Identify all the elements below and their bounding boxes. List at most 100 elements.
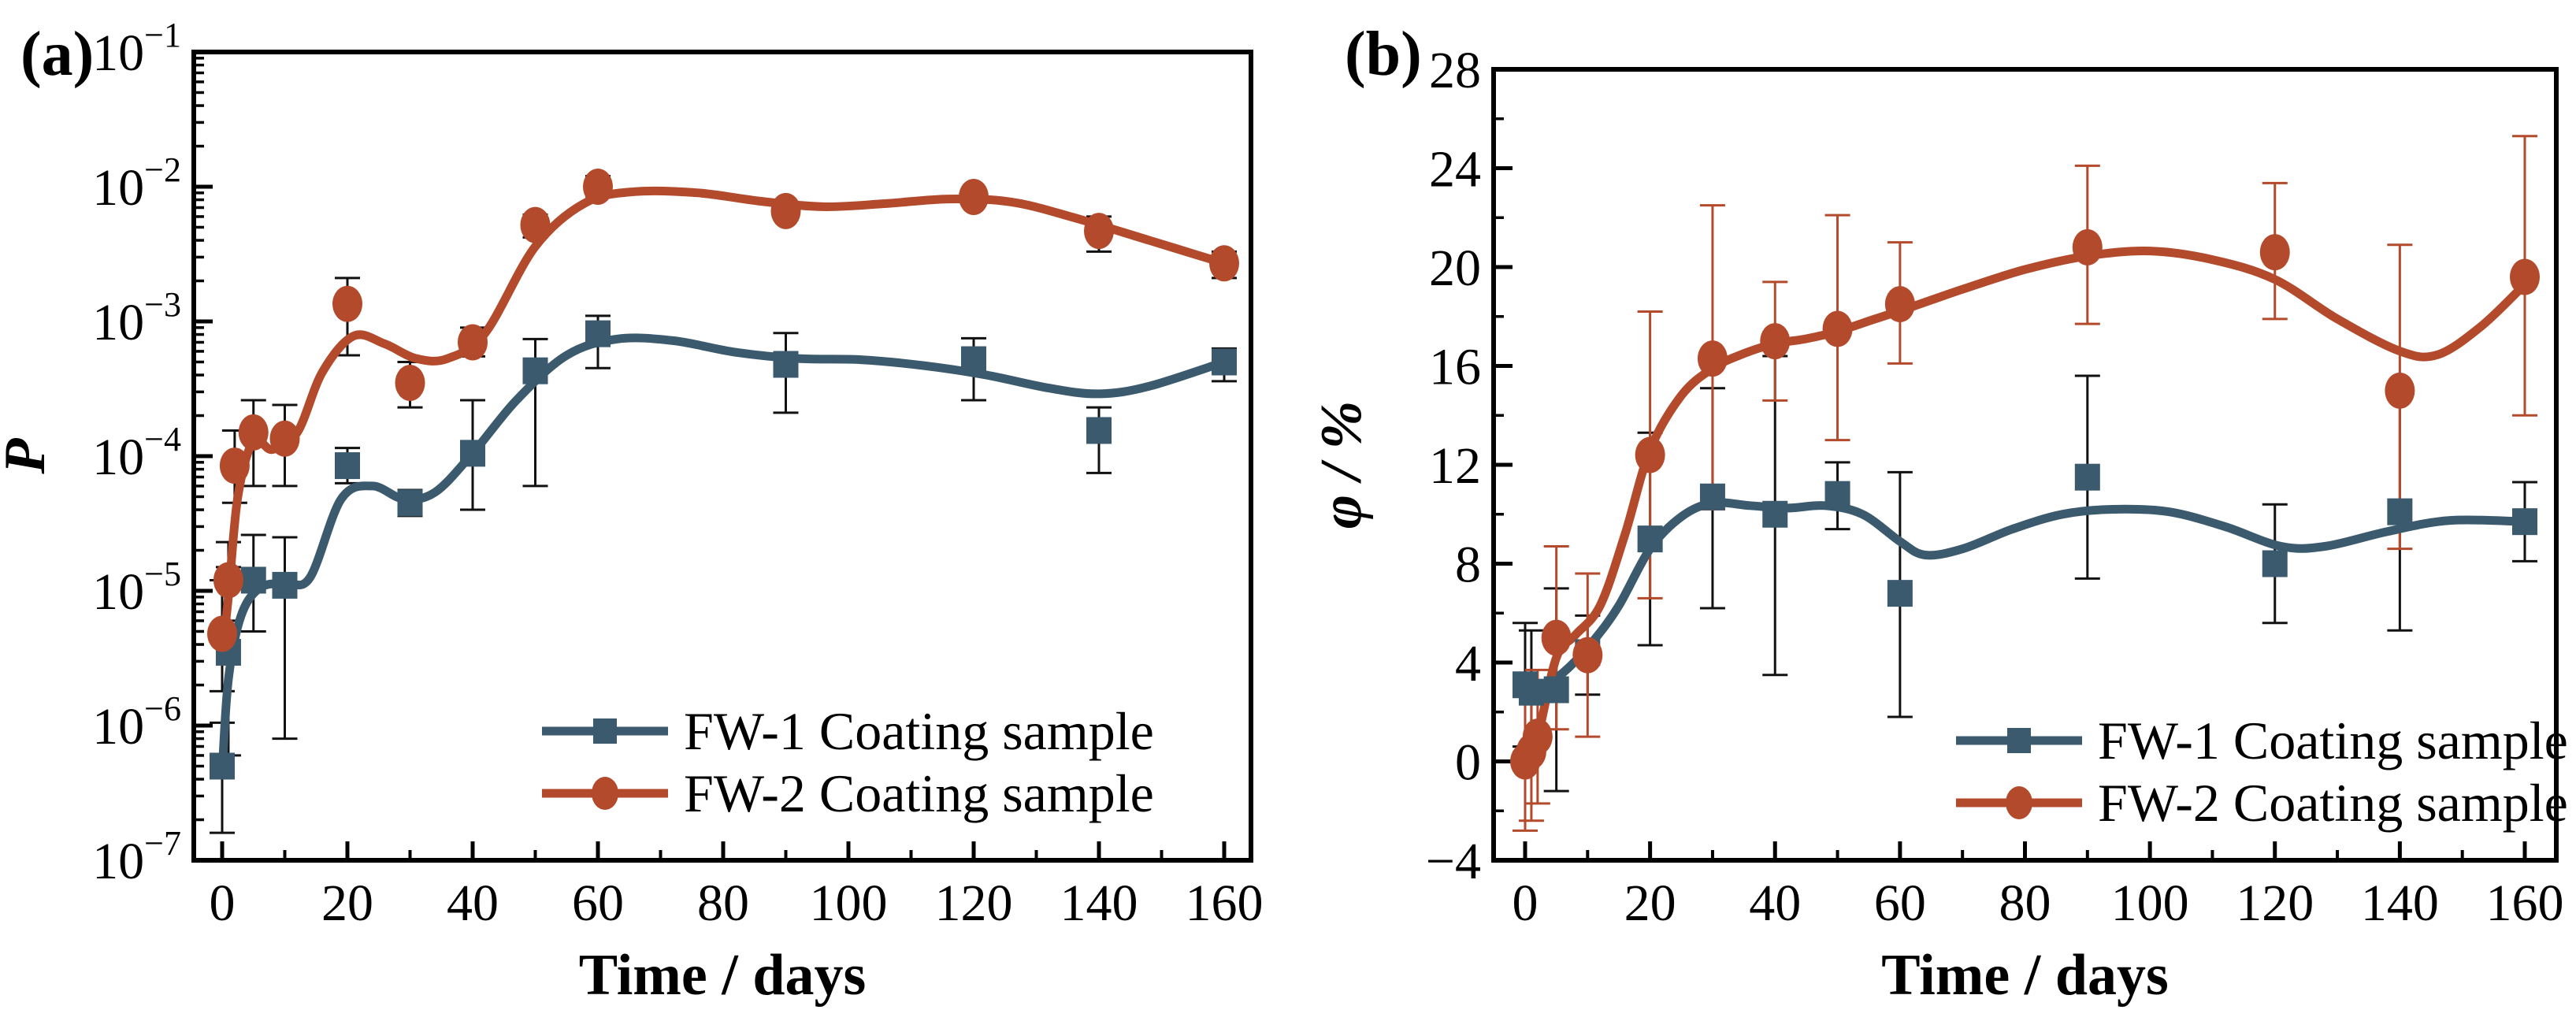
marker-circle <box>1822 310 1853 347</box>
curve-fw2 <box>1520 246 2530 771</box>
y-tick-label: 10−5 <box>92 555 181 621</box>
marker-square <box>1824 481 1850 508</box>
x-tick-label: 120 <box>2236 874 2314 932</box>
x-tick-label: 20 <box>321 874 373 932</box>
y-tick-label: 10−3 <box>92 285 181 351</box>
x-tick-label: 40 <box>447 874 499 932</box>
panel-b-figure: 0 20 40 60 80 100 120 140 160 −4 0 4 8 12 16 20 24 28 Time… <box>1288 0 2576 1021</box>
marker-square <box>335 452 360 480</box>
axis-ticks <box>194 50 1227 863</box>
marker-circle <box>1635 436 1665 473</box>
marker-circle <box>1084 213 1114 250</box>
marker-square <box>1699 483 1725 510</box>
marker-circle <box>2385 372 2415 409</box>
x-axis-title: Time / days <box>579 943 867 1008</box>
markers-fw1 <box>1513 463 2537 706</box>
panel-letter: (a) <box>20 20 94 89</box>
y-tick-label: 10−7 <box>92 824 181 890</box>
marker-square <box>1086 417 1112 444</box>
x-tick-label: 140 <box>2361 874 2439 932</box>
curve-fw2 <box>217 186 1229 657</box>
marker-square <box>2512 508 2537 536</box>
marker-circle <box>269 420 300 457</box>
y-tick-label: 10−4 <box>92 420 181 486</box>
panel-letter: (b) <box>1345 20 1422 89</box>
y-tick-label: 28 <box>1429 42 1481 99</box>
marker-circle <box>1209 245 1239 282</box>
x-tick-label: 120 <box>935 874 1013 932</box>
marker-square <box>210 752 235 780</box>
x-tick-label: 140 <box>1060 874 1138 932</box>
panel-b-chart: 0 20 40 60 80 100 120 140 160 −4 0 4 8 12 16 20 24 28 Time… <box>1309 20 2568 1008</box>
marker-square <box>2387 498 2413 525</box>
markers-fw1 <box>210 320 1237 780</box>
x-tick-label: 0 <box>210 874 236 932</box>
x-tick-label: 160 <box>2486 874 2564 932</box>
marker-circle <box>1522 718 1553 756</box>
legend-label: FW-1 Coating sample <box>2098 711 2568 770</box>
marker-circle <box>1541 619 1572 656</box>
marker-square <box>522 357 548 384</box>
x-tick-label: 100 <box>2111 874 2189 932</box>
y-axis-title: φ / % <box>1309 401 1374 529</box>
marker-square <box>1762 500 1788 528</box>
marker-circle <box>2259 234 2290 271</box>
legend-label: FW-2 Coating sample <box>684 763 1154 823</box>
marker-circle <box>213 562 243 599</box>
marker-square <box>240 566 266 594</box>
y-tick-label: 0 <box>1455 734 1481 792</box>
x-tick-label: 80 <box>1999 874 2051 932</box>
x-axis-title: Time / days <box>1881 943 2169 1008</box>
y-tick-label: 12 <box>1429 437 1481 495</box>
panel-a-chart: 0 20 40 60 80 100 120 140 160 10−1 10−2 10−3 10−4 10−… <box>0 16 1264 1008</box>
x-tick-label: 40 <box>1749 874 1801 932</box>
marker-square <box>1212 348 1237 376</box>
marker-square <box>1518 678 1544 706</box>
marker-circle <box>1572 637 1603 674</box>
marker-circle <box>520 206 551 243</box>
y-tick-label: 10−2 <box>92 150 181 217</box>
legend-marker-circle <box>2006 786 2032 819</box>
marker-circle <box>770 192 801 229</box>
legend-marker-square <box>2007 728 2031 753</box>
x-tick-label: 20 <box>1624 874 1676 932</box>
panel-a-figure: 0 20 40 60 80 100 120 140 160 10−1 10−2 10−3 10−4 10−… <box>0 16 1264 1008</box>
x-tick-label: 60 <box>572 874 624 932</box>
legend-marker-circle <box>592 777 618 810</box>
marker-square <box>2074 463 2100 491</box>
x-tick-label: 0 <box>1513 874 1539 932</box>
x-tick-label: 60 <box>1874 874 1926 932</box>
markers-fw2 <box>207 169 1239 652</box>
marker-square <box>1543 676 1569 704</box>
marker-square <box>2262 550 2288 577</box>
y-tick-label: 10−1 <box>92 16 181 82</box>
marker-circle <box>332 285 362 322</box>
x-tick-label: 160 <box>1186 874 1264 932</box>
marker-circle <box>583 169 613 205</box>
y-tick-label: 24 <box>1429 141 1481 199</box>
legend-label: FW-1 Coating sample <box>684 701 1154 761</box>
curve-fw1 <box>1520 498 2530 700</box>
y-tick-label: 4 <box>1455 635 1481 692</box>
y-tick-label: 16 <box>1429 339 1481 396</box>
legend-marker-square <box>593 718 617 744</box>
error-bars-fw2 <box>210 174 1237 692</box>
y-tick-label: 8 <box>1455 536 1481 594</box>
marker-square <box>1887 580 1913 607</box>
marker-square <box>460 440 485 467</box>
y-tick-label: −4 <box>1426 833 1481 890</box>
marker-circle <box>1697 340 1728 377</box>
marker-square <box>585 320 611 347</box>
marker-square <box>272 571 298 599</box>
marker-circle <box>238 414 269 451</box>
legend-label: FW-2 Coating sample <box>2098 773 2568 833</box>
marker-circle <box>2072 228 2103 265</box>
marker-square <box>1637 525 1663 553</box>
x-tick-label: 100 <box>810 874 888 932</box>
marker-square <box>773 351 799 378</box>
marker-circle <box>458 324 488 361</box>
marker-circle <box>395 364 425 401</box>
